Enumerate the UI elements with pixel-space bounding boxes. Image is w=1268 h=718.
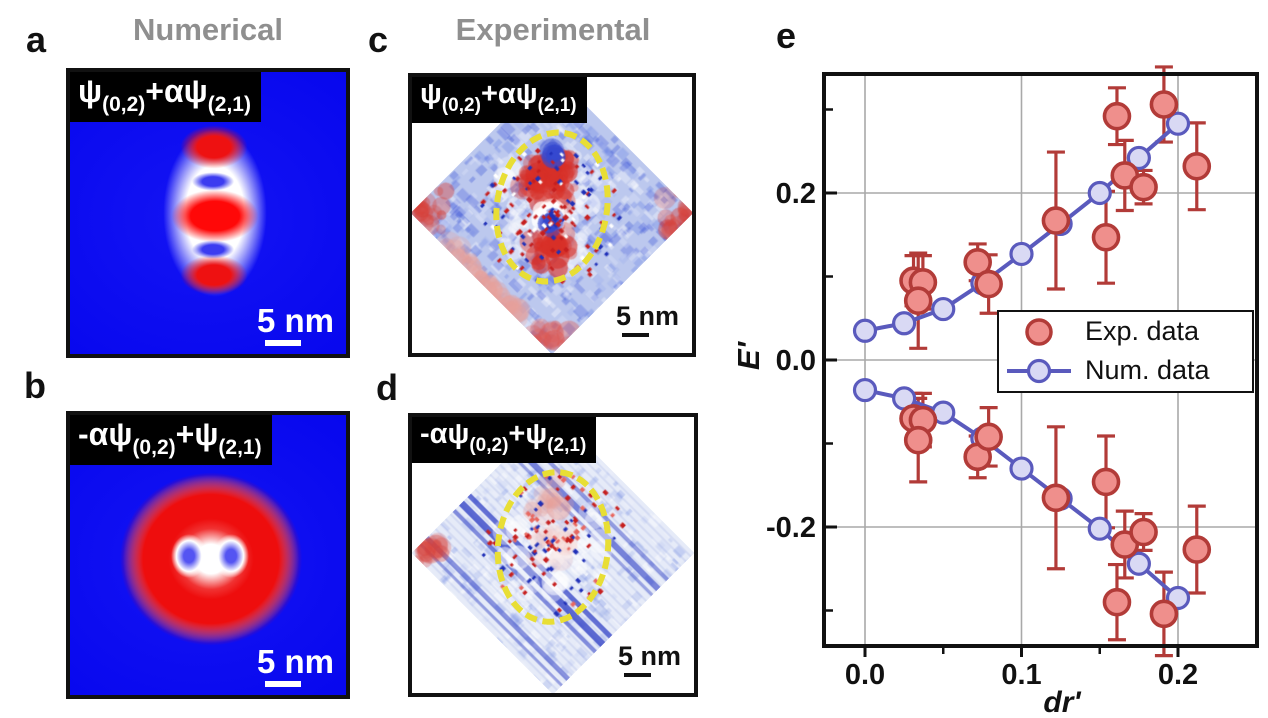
scale-bar-text: 5 nm (256, 643, 334, 680)
exp-data-marker-icon (1025, 317, 1053, 346)
panel-c-formula: ψ(0,2)+αψ(2,1) (412, 77, 587, 123)
formula-sub: (0,2) (132, 436, 176, 459)
formula-sub: (2,1) (218, 436, 262, 459)
legend-row-num: Num. data (999, 351, 1252, 390)
svg-text:0.2: 0.2 (1158, 659, 1198, 691)
formula-psi: +αψ (480, 78, 538, 110)
scale-bar-a: 5 nm (257, 304, 334, 346)
panel-d-formula: -αψ(0,2)+ψ(2,1) (412, 417, 597, 463)
scale-bar-c: 5 nm (616, 303, 679, 337)
left-node-hole (171, 534, 207, 578)
formula-psi: +ψ (508, 418, 548, 450)
upper-node (189, 171, 237, 192)
panel-letter-a: a (26, 19, 47, 60)
num-data-marker-icon (1007, 358, 1071, 383)
legend-label-num: Num. data (1085, 355, 1210, 385)
formula-psi: +ψ (175, 416, 219, 452)
scale-bar-text: 5 nm (615, 301, 679, 331)
panel-letter-e: e (776, 15, 797, 56)
red-ring (114, 467, 308, 651)
legend-label-exp: Exp. data (1085, 316, 1200, 346)
scale-bar-line (623, 673, 651, 677)
numerical-map-a (70, 72, 346, 354)
panel-letter-b: b (24, 365, 46, 406)
svg-text:0.2: 0.2 (776, 178, 816, 210)
scale-bar-line (621, 333, 649, 337)
lower-node (189, 239, 237, 260)
panel-d-experimental-image: -αψ(0,2)+ψ(2,1) 5 nm (408, 413, 698, 697)
panel-a-numerical-image: ψ(0,2)+αψ(2,1) 5 nm (66, 68, 350, 358)
formula-sub: (0,2) (441, 95, 481, 116)
formula-sub: (2,1) (537, 95, 577, 116)
panel-b-numerical-image: -αψ(0,2)+ψ(2,1) 5 nm (66, 411, 350, 699)
right-node-hole (213, 534, 249, 578)
formula-sub: (2,1) (547, 435, 587, 456)
formula-psi: -αψ (420, 418, 470, 450)
scale-bar-line (264, 681, 301, 687)
panel-c-experimental-image: ψ(0,2)+αψ(2,1) 5 nm (408, 73, 696, 357)
panel-a-formula: ψ(0,2)+αψ(2,1) (70, 72, 261, 123)
column-title-numerical: Numerical (133, 12, 283, 47)
formula-psi: +αψ (145, 73, 208, 109)
formula-sub: (0,2) (469, 435, 509, 456)
panel-b-formula: -αψ(0,2)+ψ(2,1) (70, 415, 272, 466)
scale-bar-b: 5 nm (257, 645, 334, 687)
legend-row-exp: Exp. data (999, 312, 1252, 351)
formula-psi: -αψ (78, 416, 133, 452)
panel-letter-c: c (368, 19, 389, 60)
formula-sub: (0,2) (102, 93, 146, 116)
svg-text:-0.2: -0.2 (766, 512, 816, 544)
scale-bar-text: 5 nm (256, 302, 334, 339)
svg-text:0.1: 0.1 (1001, 659, 1041, 691)
x-axis-label: dr' (1043, 686, 1081, 718)
svg-text:0.0: 0.0 (845, 659, 885, 691)
scale-bar-text: 5 nm (617, 641, 681, 671)
svg-text:0.0: 0.0 (776, 345, 816, 377)
panel-letter-d: d (376, 367, 398, 408)
formula-sub: (2,1) (207, 93, 251, 116)
chart-legend: Exp. data Num. data (997, 310, 1254, 393)
scale-bar-d: 5 nm (618, 643, 681, 677)
formula-psi: ψ (78, 73, 103, 109)
middle-lobe (162, 184, 268, 248)
y-axis-label: E' (731, 341, 766, 371)
scale-bar-line (264, 340, 301, 346)
column-title-experimental: Experimental (455, 12, 651, 47)
formula-psi: ψ (420, 78, 442, 110)
top-lobe (172, 120, 256, 174)
